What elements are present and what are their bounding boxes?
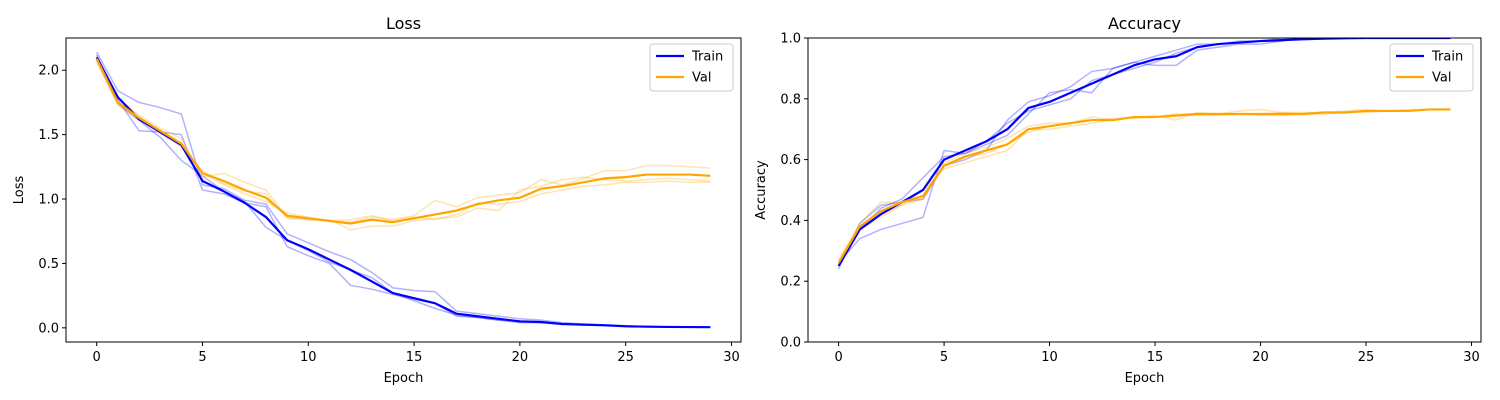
- loss-chart: Loss 0 5 10 15 20 25 30 0.0 0.5 1.0 1.5 2.0 Epoch Loss…: [12, 14, 742, 386]
- x-tick-label: 10: [300, 350, 317, 365]
- run-line-val: [837, 108, 1451, 267]
- y-tick-label: 1.0: [38, 193, 59, 208]
- legend: Train Val: [1389, 43, 1474, 92]
- x-tick-label: 15: [1147, 350, 1164, 365]
- x-tick-label: 25: [1358, 350, 1375, 365]
- x-tick-label: 5: [198, 350, 206, 365]
- y-tick-label: 2.0: [38, 64, 59, 79]
- x-tick-label: 25: [617, 350, 634, 365]
- accuracy-chart: Accuracy 0 5 10 15 20 25 30 0.0 0.2 0.4 0.6 0.8 1.0 Ep…: [754, 14, 1482, 386]
- x-tick-label: 0: [93, 350, 101, 365]
- y-axis-label: Accuracy: [754, 160, 769, 220]
- y-tick-label: 0.8: [780, 92, 801, 107]
- x-axis-label: Epoch: [384, 371, 424, 386]
- x-tick-label: 5: [940, 350, 948, 365]
- series-line-train: [837, 38, 1451, 267]
- x-tick-label: 20: [512, 350, 529, 365]
- x-tick-label: 0: [834, 350, 842, 365]
- run-line-train: [838, 38, 1451, 264]
- chart-title: Loss: [386, 14, 421, 33]
- run-line-train: [96, 54, 711, 328]
- run-line-val: [96, 55, 711, 223]
- y-tick-label: 0.0: [38, 321, 59, 336]
- x-tick-label: 20: [1252, 350, 1269, 365]
- run-line-train: [837, 38, 1451, 267]
- legend-label-val: Val: [1432, 71, 1451, 86]
- y-tick-label: 0.0: [780, 336, 801, 351]
- run-line-val: [96, 62, 711, 222]
- run-line-train: [837, 38, 1451, 270]
- y-axis-label: Loss: [12, 176, 27, 205]
- y-tick-label: 0.2: [780, 275, 801, 290]
- y-tick-label: 0.5: [38, 257, 59, 272]
- legend-label-train: Train: [691, 50, 723, 65]
- series-line-train: [95, 56, 711, 329]
- plot-frame: [807, 37, 1482, 343]
- y-tick-label: 1.5: [38, 128, 59, 143]
- series-line-val: [95, 58, 711, 225]
- x-tick-label: 10: [1041, 350, 1058, 365]
- run-line-train: [96, 51, 711, 328]
- legend-label-val: Val: [692, 71, 711, 86]
- y-tick-label: 0.4: [780, 214, 801, 229]
- run-line-val: [96, 58, 711, 231]
- legend: Train Val: [649, 43, 734, 92]
- x-tick-label: 30: [1463, 350, 1480, 365]
- y-tick-label: 1.0: [780, 32, 801, 47]
- x-tick-label: 15: [406, 350, 423, 365]
- run-line-train: [96, 59, 711, 328]
- chart-title: Accuracy: [1108, 14, 1181, 33]
- legend-label-train: Train: [1431, 50, 1463, 65]
- y-tick-label: 0.6: [780, 153, 801, 168]
- x-axis-label: Epoch: [1125, 371, 1165, 386]
- series-line-val: [837, 108, 1451, 264]
- plot-frame: [65, 37, 742, 343]
- x-tick-label: 30: [723, 350, 740, 365]
